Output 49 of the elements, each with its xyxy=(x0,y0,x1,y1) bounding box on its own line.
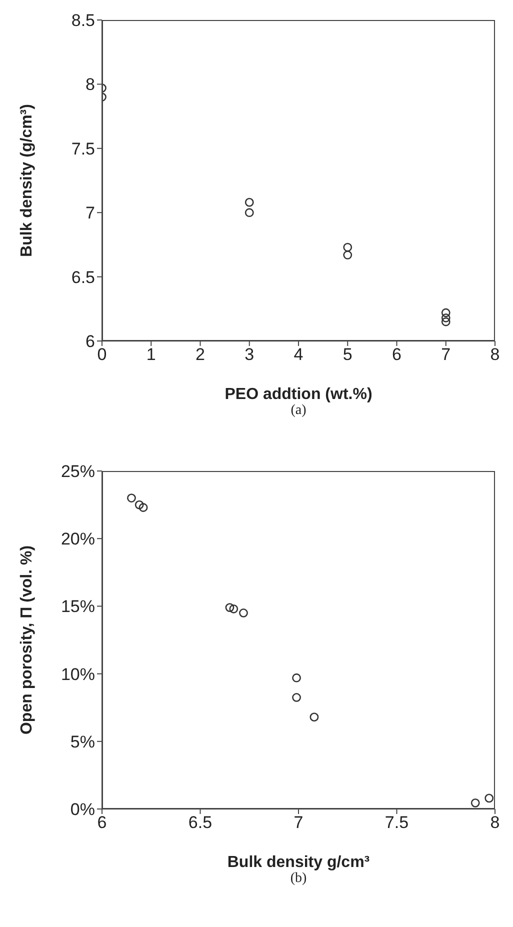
point xyxy=(310,712,319,722)
point xyxy=(343,250,352,260)
point xyxy=(292,673,301,682)
y-tick-label: 7.5 xyxy=(71,139,95,158)
point xyxy=(225,603,234,612)
x-tick-label: 6.5 xyxy=(188,813,212,832)
point xyxy=(441,317,450,326)
x-tick-label: 2 xyxy=(196,345,205,364)
y-axis-title: Open porosity, Π (vol. %) xyxy=(18,545,36,735)
y-axis-title: Bulk density (g/cm³) xyxy=(18,104,36,257)
y-tick-label: 6 xyxy=(86,332,95,352)
point xyxy=(343,242,352,252)
x-tick-label: 5 xyxy=(342,345,352,364)
y-tick-label: 7 xyxy=(86,204,95,223)
x-tick-label: 1 xyxy=(146,345,156,364)
point xyxy=(484,794,494,803)
x-tick-label: 7 xyxy=(294,813,304,832)
point xyxy=(239,608,248,618)
point xyxy=(127,494,136,502)
point xyxy=(292,693,301,702)
y-tick-label: 5% xyxy=(70,732,95,752)
x-tick-label: 6 xyxy=(392,345,402,364)
point xyxy=(244,198,254,207)
y-tick-label: 8 xyxy=(86,75,95,94)
x-tick-label: 8 xyxy=(490,345,500,364)
text: (b) xyxy=(289,871,308,887)
point xyxy=(441,308,450,318)
point xyxy=(244,208,254,218)
point xyxy=(441,313,450,322)
point xyxy=(229,604,238,614)
x-tick-label: 8 xyxy=(490,813,500,832)
y-tick-label: 8.5 xyxy=(71,11,95,30)
x-tick-label: 4 xyxy=(294,345,304,364)
text: (a) xyxy=(290,403,308,419)
y-tick-label: 10% xyxy=(60,664,95,684)
x-tick-label: 0 xyxy=(97,345,107,364)
y-tick-label: 0% xyxy=(70,800,95,820)
y-tick-label: 20% xyxy=(60,530,95,549)
y-tick-label: 25% xyxy=(60,462,95,482)
x-tick-label: 7.5 xyxy=(384,813,409,832)
point xyxy=(138,503,148,512)
x-axis-title: PEO addtion (wt.%) xyxy=(224,386,372,403)
x-tick-label: 7 xyxy=(441,345,451,364)
x-axis-title: Bulk density g/cm³ xyxy=(227,854,370,871)
y-tick-label: 6.5 xyxy=(71,268,95,287)
y-tick-label: 15% xyxy=(60,597,95,616)
x-tick-label: 3 xyxy=(244,345,254,364)
point xyxy=(134,500,144,510)
point xyxy=(470,798,480,808)
